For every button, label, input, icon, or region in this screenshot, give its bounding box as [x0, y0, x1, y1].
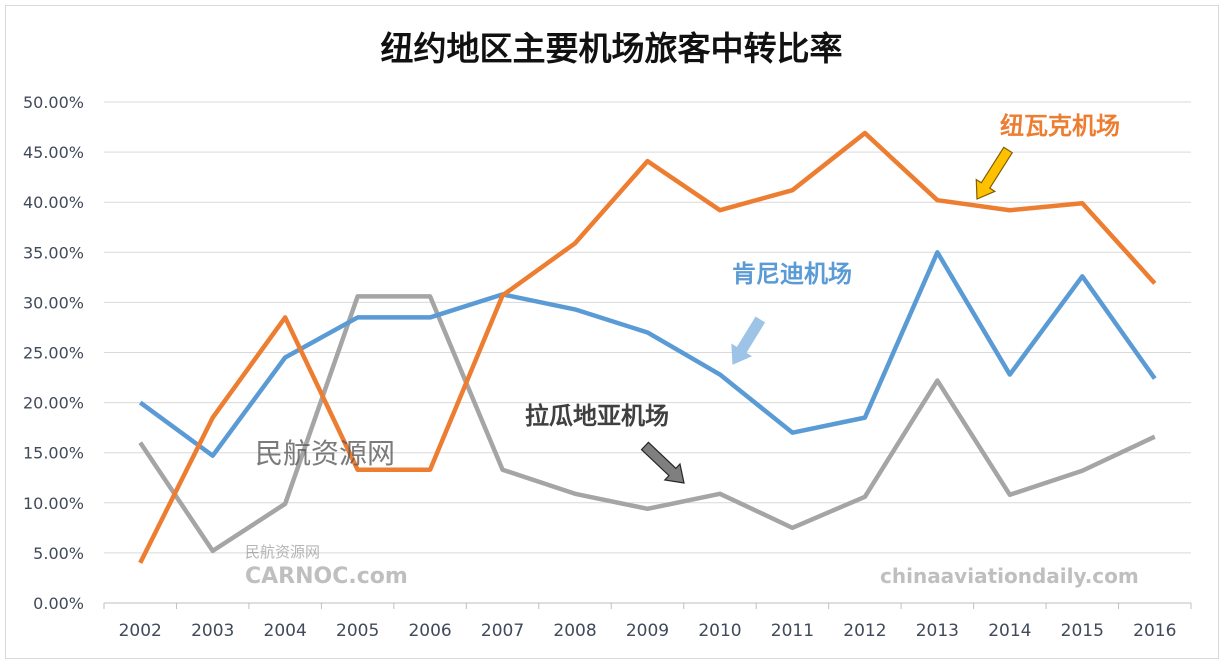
series-label: 纽瓦克机场	[1000, 112, 1120, 140]
chart-title: 纽约地区主要机场旅客中转比率	[380, 29, 843, 68]
y-tick-label: 30.00%	[23, 293, 84, 312]
watermark-bottom-right: chinaaviationdaily.com	[880, 564, 1139, 588]
y-tick-label: 15.00%	[23, 444, 84, 463]
watermark-bottom-left-en: CARNOC.com	[245, 564, 408, 589]
x-tick-label: 2008	[553, 621, 596, 641]
y-tick-label: 20.00%	[23, 394, 84, 413]
series-line	[138, 250, 1157, 458]
y-tick-label: 40.00%	[23, 193, 84, 212]
series-line	[138, 130, 1157, 564]
x-tick-label: 2011	[771, 621, 814, 641]
chart-frame	[5, 5, 1219, 659]
x-tick-label: 2006	[408, 621, 451, 641]
x-tick-label: 2007	[481, 621, 524, 641]
x-tick-label: 2005	[336, 621, 379, 641]
y-tick-label: 0.00%	[33, 594, 84, 613]
x-tick-label: 2002	[119, 621, 162, 641]
x-tick-label: 2015	[1061, 621, 1104, 641]
y-tick-label: 45.00%	[23, 143, 84, 162]
x-tick-label: 2016	[1133, 621, 1176, 641]
x-tick-label: 2013	[916, 621, 959, 641]
x-tick-label: 2012	[843, 621, 886, 641]
arrow-icon	[975, 146, 1014, 200]
y-tick-label: 35.00%	[23, 243, 84, 262]
series-label: 肯尼迪机场	[732, 260, 852, 288]
watermark-bottom-left-cn: 民航资源网	[245, 543, 321, 561]
watermark-center: 民航资源网	[255, 437, 396, 470]
x-tick-label: 2014	[988, 621, 1031, 641]
arrow-icon	[640, 441, 685, 484]
y-tick-label: 10.00%	[23, 494, 84, 513]
y-tick-label: 50.00%	[23, 93, 84, 112]
x-tick-label: 2003	[191, 621, 234, 641]
y-tick-label: 25.00%	[23, 344, 84, 363]
x-tick-label: 2009	[626, 621, 669, 641]
x-tick-label: 2010	[698, 621, 741, 641]
x-tick-label: 2004	[264, 621, 307, 641]
y-tick-label: 5.00%	[33, 544, 84, 563]
arrow-icon	[731, 316, 766, 365]
series-label: 拉瓜地亚机场	[525, 402, 669, 430]
series-line	[138, 294, 1156, 554]
